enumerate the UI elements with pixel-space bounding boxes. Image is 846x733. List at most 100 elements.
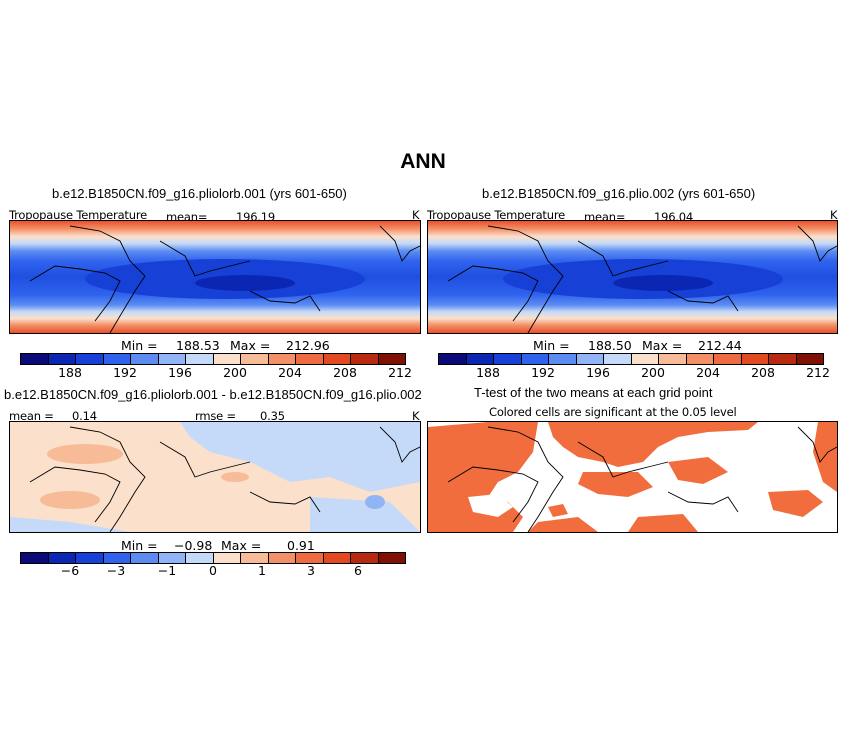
panel-4-title: T-test of the two means at each grid poi…: [474, 385, 713, 400]
panel-3-rmse-label: rmse =: [195, 409, 236, 423]
colorbar-segment: [241, 354, 269, 364]
colorbar-segment: [131, 354, 159, 364]
colorbar-segment: [741, 354, 769, 364]
colorbar-segment: [439, 354, 467, 364]
panel-1-min-value: 188.53: [176, 338, 220, 353]
panel-3-mean-label: mean =: [9, 409, 54, 423]
colorbar-segment: [494, 354, 522, 364]
panel-1-cbar-tick: 192: [113, 365, 137, 380]
panel-3-title: b.e12.B1850CN.f09_g16.pliolorb.001 - b.e…: [4, 387, 422, 402]
panel-3-rmse-value: 0.35: [260, 409, 285, 423]
panel-2-cbar-tick: 188: [476, 365, 500, 380]
panel-2-map: [427, 220, 838, 334]
panel-3-units: K: [412, 409, 420, 423]
panel-2-cbar-tick: 208: [751, 365, 775, 380]
panel-2-cbar-tick: 212: [806, 365, 830, 380]
panel-2-cbar-tick: 204: [696, 365, 720, 380]
panel-3-coastlines: [29, 426, 420, 532]
panel-1-cbar-tick: 204: [278, 365, 302, 380]
panel-3-colorbar: [20, 552, 406, 564]
panel-2-title: b.e12.B1850CN.f09_g16.plio.002 (yrs 601-…: [482, 186, 756, 201]
colorbar-segment: [604, 354, 632, 364]
colorbar-segment: [21, 354, 49, 364]
panel-2-min-value: 188.50: [588, 338, 632, 353]
panel-1-max-value: 212.96: [286, 338, 330, 353]
panel-1-cbar-tick: 188: [58, 365, 82, 380]
colorbar-segment: [378, 354, 405, 364]
panel-2-cbar-tick: 200: [641, 365, 665, 380]
colorbar-segment: [378, 553, 405, 563]
panel-1-cbar-tick: 196: [168, 365, 192, 380]
colorbar-segment: [48, 553, 76, 563]
panel-3-min-value: −0.98: [174, 538, 213, 553]
colorbar-segment: [158, 354, 186, 364]
colorbar-segment: [714, 354, 742, 364]
colorbar-segment: [103, 354, 131, 364]
colorbar-segment: [631, 354, 659, 364]
colorbar-segment: [268, 354, 296, 364]
colorbar-segment: [466, 354, 494, 364]
colorbar-segment: [213, 553, 241, 563]
colorbar-segment: [686, 354, 714, 364]
panel-1-coastlines: [29, 225, 420, 333]
panel-2-cbar-tick: 196: [586, 365, 610, 380]
colorbar-segment: [103, 553, 131, 563]
colorbar-segment: [21, 553, 49, 563]
panel-3-mean-value: 0.14: [72, 409, 97, 423]
panel-1-cbar-tick: 200: [223, 365, 247, 380]
panel-4-map: [427, 421, 838, 533]
panel-3-max-label: Max =: [221, 538, 262, 553]
panel-2-variable-label: Tropopause Temperature: [427, 208, 565, 222]
colorbar-segment: [521, 354, 549, 364]
panel-3-cbar-tick: 0: [209, 563, 217, 578]
panel-1-cbar-tick: 212: [388, 365, 412, 380]
colorbar-segment: [659, 354, 687, 364]
panel-1-variable-label: Tropopause Temperature: [9, 208, 147, 222]
colorbar-segment: [549, 354, 577, 364]
panel-1-title: b.e12.B1850CN.f09_g16.pliolorb.001 (yrs …: [52, 186, 347, 201]
panel-3-cbar-tick: 3: [307, 563, 315, 578]
colorbar-segment: [213, 354, 241, 364]
panel-3-cbar-tick: 6: [354, 563, 362, 578]
panel-1-map: [9, 220, 421, 334]
panel-1-colorbar: [20, 353, 406, 365]
colorbar-segment: [131, 553, 159, 563]
panel-3-cbar-tick: −1: [157, 563, 177, 578]
colorbar-segment: [351, 553, 379, 563]
figure-title: ANN: [400, 150, 446, 173]
panel-1-cbar-tick: 208: [333, 365, 357, 380]
colorbar-segment: [796, 354, 823, 364]
panel-1-units: K: [412, 208, 420, 222]
colorbar-segment: [76, 553, 104, 563]
panel-3-map: [9, 421, 421, 533]
colorbar-segment: [48, 354, 76, 364]
panel-2-max-value: 212.44: [698, 338, 742, 353]
panel-2-coastlines: [447, 225, 837, 333]
colorbar-segment: [76, 354, 104, 364]
panel-2-max-label: Max =: [642, 338, 683, 353]
colorbar-segment: [296, 354, 324, 364]
colorbar-segment: [268, 553, 296, 563]
panel-4-subtitle: Colored cells are significant at the 0.0…: [489, 405, 737, 419]
colorbar-segment: [186, 354, 214, 364]
panel-1-min-label: Min =: [121, 338, 158, 353]
colorbar-segment: [769, 354, 797, 364]
colorbar-segment: [323, 354, 351, 364]
panel-3-cbar-tick: 1: [258, 563, 266, 578]
colorbar-segment: [323, 553, 351, 563]
panel-3-min-label: Min =: [121, 538, 158, 553]
panel-3-cbar-tick: −3: [106, 563, 126, 578]
panel-2-colorbar: [438, 353, 824, 365]
panel-3-max-value: 0.91: [287, 538, 315, 553]
colorbar-segment: [241, 553, 269, 563]
panel-2-cbar-tick: 192: [531, 365, 555, 380]
panel-1-max-label: Max =: [230, 338, 271, 353]
panel-3-cbar-tick: −6: [60, 563, 80, 578]
colorbar-segment: [351, 354, 379, 364]
panel-4-coastlines: [447, 426, 837, 532]
panel-2-min-label: Min =: [533, 338, 570, 353]
significant-cells: [428, 422, 837, 532]
panel-2-units: K: [830, 208, 838, 222]
colorbar-segment: [296, 553, 324, 563]
colorbar-segment: [576, 354, 604, 364]
